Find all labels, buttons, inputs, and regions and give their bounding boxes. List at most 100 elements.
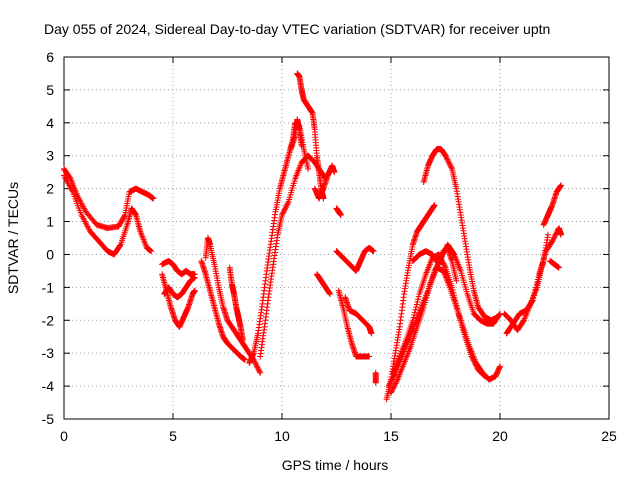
data-point xyxy=(390,384,397,391)
data-point xyxy=(443,154,450,161)
data-point xyxy=(551,234,558,241)
data-point xyxy=(454,308,461,315)
data-point xyxy=(443,155,450,162)
data-point xyxy=(453,277,460,284)
data-point xyxy=(449,286,456,293)
data-point xyxy=(387,379,394,386)
series-track-s xyxy=(372,369,379,386)
data-point xyxy=(411,309,418,316)
data-point xyxy=(413,304,420,311)
data-point xyxy=(393,377,400,384)
data-point xyxy=(370,248,377,255)
data-point xyxy=(469,356,476,363)
series-track-r xyxy=(333,244,377,274)
x-tick-label: 0 xyxy=(60,428,68,444)
data-point xyxy=(497,363,503,370)
series-track-q xyxy=(342,294,375,337)
series-track-c xyxy=(159,271,198,330)
data-point xyxy=(257,369,264,376)
data-point xyxy=(470,357,477,364)
y-tick-label: 6 xyxy=(46,49,54,65)
data-point xyxy=(252,360,259,367)
data-point xyxy=(372,379,379,386)
data-point xyxy=(148,248,155,255)
data-point xyxy=(117,242,124,249)
data-point xyxy=(444,156,451,163)
data-point xyxy=(481,372,488,379)
data-point xyxy=(253,362,260,369)
data-point xyxy=(279,211,285,218)
data-point xyxy=(281,206,288,213)
data-point xyxy=(452,300,459,307)
series-track-p xyxy=(335,287,373,360)
y-tick-label: 5 xyxy=(46,82,54,98)
data-point xyxy=(255,365,262,372)
data-point xyxy=(298,142,305,149)
y-tick-label: -5 xyxy=(42,411,55,427)
data-point xyxy=(411,312,418,319)
y-axis-label: SDTVAR / TECUs xyxy=(5,182,21,294)
data-point xyxy=(326,290,333,297)
x-tick-label: 15 xyxy=(383,428,399,444)
data-point xyxy=(283,202,290,209)
data-point xyxy=(66,174,73,181)
x-tick-label: 5 xyxy=(169,428,177,444)
data-point xyxy=(520,318,527,325)
y-tick-label: 0 xyxy=(46,246,54,262)
axis-ticks: 0 5 10 15 20 25 -5 -4 -3 -2 -1 0 1 2 3 4 5 6 xyxy=(42,49,617,444)
data-point xyxy=(389,387,396,394)
series-track-a xyxy=(61,165,157,232)
data-point xyxy=(282,204,289,211)
data-point xyxy=(558,231,565,238)
data-point xyxy=(481,373,488,380)
data-point xyxy=(410,314,417,321)
data-points xyxy=(61,70,565,403)
data-point xyxy=(393,379,400,386)
data-point xyxy=(386,381,393,388)
data-point xyxy=(447,161,454,168)
data-point xyxy=(451,292,458,299)
x-tick-label: 10 xyxy=(274,428,290,444)
data-point xyxy=(282,205,289,212)
data-point xyxy=(391,381,398,388)
series-track-l xyxy=(294,70,327,202)
series-track-x xyxy=(409,244,460,284)
data-point xyxy=(284,200,291,207)
series-track-i xyxy=(246,119,312,367)
plot-frame xyxy=(63,56,610,420)
data-point xyxy=(388,388,395,395)
data-point xyxy=(413,301,420,308)
data-point xyxy=(337,211,344,218)
data-point xyxy=(471,360,478,367)
y-tick-label: 3 xyxy=(46,148,54,164)
series-track-h xyxy=(226,264,246,344)
data-point xyxy=(468,353,475,360)
plot-border xyxy=(63,56,610,420)
data-point xyxy=(445,159,452,166)
data-point xyxy=(284,201,291,208)
data-point xyxy=(191,287,198,294)
data-point xyxy=(253,363,260,370)
data-point xyxy=(440,260,447,267)
data-point xyxy=(385,383,392,390)
y-tick-label: -3 xyxy=(42,345,55,361)
data-point xyxy=(442,152,449,159)
data-point xyxy=(544,231,551,238)
y-tick-label: -1 xyxy=(42,279,55,295)
data-point xyxy=(412,306,419,313)
data-point xyxy=(551,233,558,240)
series-track-k xyxy=(287,116,305,153)
data-point xyxy=(388,377,395,384)
data-point xyxy=(251,359,258,366)
series-track-w xyxy=(390,251,488,380)
data-point xyxy=(389,375,396,382)
data-point xyxy=(191,271,198,278)
chart-title: Day 055 of 2024, Sidereal Day-to-day VTE… xyxy=(44,21,550,37)
series-track-e xyxy=(159,258,198,278)
grid xyxy=(64,57,609,419)
data-point xyxy=(239,337,246,344)
data-point xyxy=(254,364,261,371)
data-point xyxy=(549,236,556,243)
series-track-aa xyxy=(501,225,565,334)
